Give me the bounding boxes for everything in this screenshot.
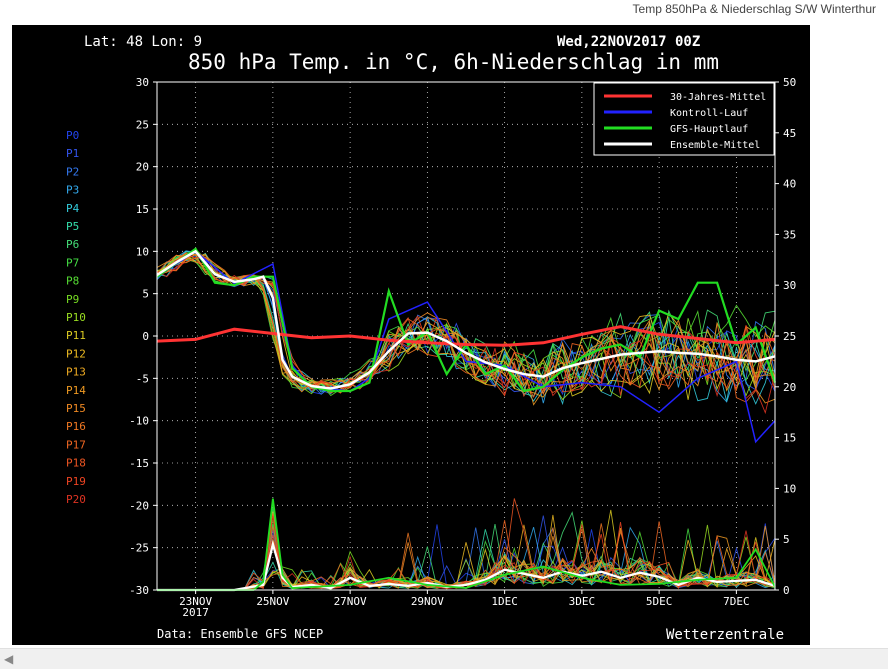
left-tick-label: 0 bbox=[142, 330, 149, 343]
x-tick-label: 5DEC bbox=[646, 595, 673, 608]
page-title: Temp 850hPa & Niederschlag S/W Winterthu… bbox=[632, 2, 876, 16]
member-label: P16 bbox=[66, 420, 86, 433]
right-tick-label: 5 bbox=[783, 533, 790, 546]
x-tick-label: 1DEC bbox=[491, 595, 518, 608]
x-tick-sublabel: 2017 bbox=[182, 606, 209, 619]
left-tick-label: 10 bbox=[136, 245, 149, 258]
scroll-left-arrow-icon[interactable]: ◀ bbox=[4, 652, 14, 666]
member-label: P9 bbox=[66, 293, 79, 306]
member-temp-line bbox=[156, 252, 776, 399]
right-tick-label: 40 bbox=[783, 178, 796, 191]
right-tick-label: 15 bbox=[783, 432, 796, 445]
member-label: P14 bbox=[66, 384, 86, 397]
brand-label: Wetterzentrale bbox=[666, 627, 784, 643]
right-tick-label: 30 bbox=[783, 279, 796, 292]
left-tick-label: -20 bbox=[129, 499, 149, 512]
legend-label: 30-Jahres-Mittel bbox=[670, 92, 766, 103]
right-tick-label: 45 bbox=[783, 127, 796, 140]
right-tick-label: 25 bbox=[783, 330, 796, 343]
member-label: P4 bbox=[66, 202, 80, 215]
left-tick-label: -10 bbox=[129, 415, 149, 428]
x-tick-label: 27NOV bbox=[334, 595, 367, 608]
member-label: P20 bbox=[66, 493, 86, 506]
member-label: P10 bbox=[66, 311, 86, 324]
left-tick-label: -30 bbox=[129, 584, 149, 597]
ensemble-chart: 302520151050-5-10-15-20-25-3050454035302… bbox=[12, 25, 810, 645]
right-tick-label: 35 bbox=[783, 228, 796, 241]
precip-line-gfs-hauptlauf bbox=[157, 498, 776, 591]
left-tick-label: -15 bbox=[129, 457, 149, 470]
legend: 30-Jahres-Mittel Kontroll-Lauf GFS-Hauptla… bbox=[593, 82, 775, 156]
x-tick-label: 7DEC bbox=[723, 595, 750, 608]
member-temp-line bbox=[156, 252, 776, 406]
run-label: Wed,22NOV2017 00Z bbox=[557, 34, 700, 50]
right-tick-label: 10 bbox=[783, 482, 796, 495]
x-tick-label: 3DEC bbox=[569, 595, 596, 608]
series-line-kontroll-lauf bbox=[156, 250, 776, 444]
series-line-ensemble-mittel bbox=[156, 249, 776, 390]
member-label: P7 bbox=[66, 256, 79, 269]
member-label: P1 bbox=[66, 147, 79, 160]
left-tick-label: 15 bbox=[136, 203, 149, 216]
axis-layer: 302520151050-5-10-15-20-25-3050454035302… bbox=[129, 76, 796, 619]
member-label: P3 bbox=[66, 184, 79, 197]
member-label: P18 bbox=[66, 457, 86, 470]
member-label: P2 bbox=[66, 165, 79, 178]
members-legend: P0 P1 P2 P3 P4 P5 P6 P7 P8 P9 P10 P11 P12 P13 P14 P15 P1… bbox=[66, 129, 86, 506]
member-label: P15 bbox=[66, 402, 86, 415]
right-tick-label: 0 bbox=[783, 584, 790, 597]
precip-line-ensemble-mittel bbox=[157, 539, 776, 592]
left-tick-label: -5 bbox=[136, 372, 149, 385]
left-tick-label: -25 bbox=[129, 542, 149, 555]
x-tick-label: 23NOV bbox=[179, 595, 212, 608]
series-line-gfs-hauptlauf bbox=[156, 247, 777, 393]
member-label: P0 bbox=[66, 129, 79, 142]
right-tick-label: 50 bbox=[783, 76, 796, 89]
x-tick-label: 29NOV bbox=[411, 595, 444, 608]
member-label: P12 bbox=[66, 347, 86, 360]
left-tick-label: 5 bbox=[142, 288, 149, 301]
series-layer bbox=[156, 247, 777, 592]
horizontal-scrollbar[interactable]: ◀ bbox=[0, 648, 888, 669]
left-tick-label: 25 bbox=[136, 118, 149, 131]
member-label: P8 bbox=[66, 275, 79, 288]
member-label: P17 bbox=[66, 438, 86, 451]
chart-title: 850 hPa Temp. in °C, 6h-Niederschlag in … bbox=[188, 50, 719, 74]
member-label: P19 bbox=[66, 475, 86, 488]
data-source: Data: Ensemble GFS NCEP bbox=[157, 627, 323, 641]
left-tick-label: 30 bbox=[136, 76, 149, 89]
left-tick-label: 20 bbox=[136, 161, 149, 174]
member-label: P11 bbox=[66, 329, 86, 342]
member-label: P5 bbox=[66, 220, 79, 233]
series-line-30-jahres-mittel bbox=[156, 325, 776, 347]
member-label: P6 bbox=[66, 238, 79, 251]
legend-label: Ensemble-Mittel bbox=[670, 140, 760, 151]
right-tick-label: 20 bbox=[783, 381, 796, 394]
legend-label: GFS-Hauptlauf bbox=[670, 124, 748, 135]
x-tick-label: 25NOV bbox=[256, 595, 289, 608]
legend-label: Kontroll-Lauf bbox=[670, 108, 748, 119]
member-label: P13 bbox=[66, 366, 86, 379]
location-label: Lat: 48 Lon: 9 bbox=[84, 34, 202, 50]
member-temp-line bbox=[156, 254, 776, 400]
